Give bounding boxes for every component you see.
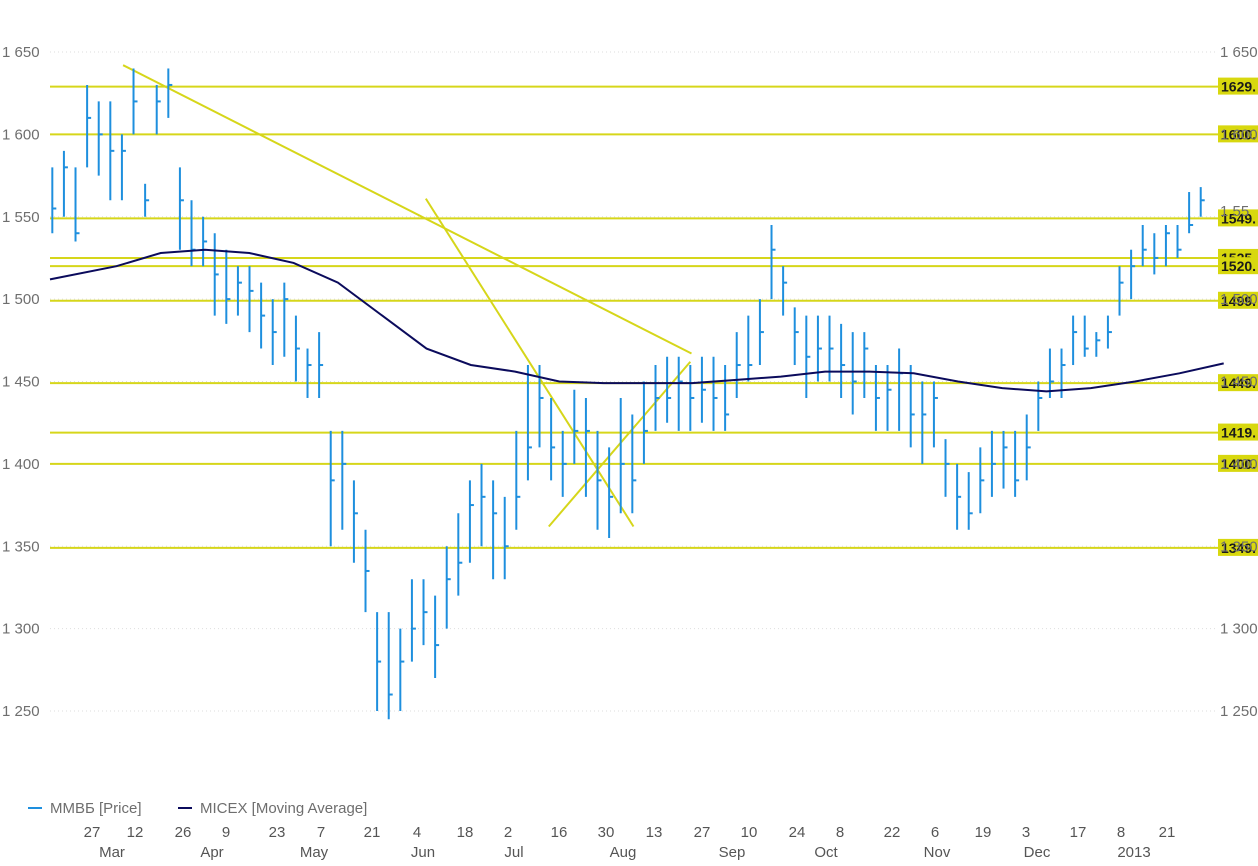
y-tick-label-left: 1 250 (2, 703, 40, 720)
y-tick-label-left: 1 550 (2, 209, 40, 226)
level-label-bg (1218, 125, 1258, 143)
level-label-bg (1218, 209, 1258, 227)
level-label: 1629. (1221, 79, 1256, 95)
x-day-tick: 21 (364, 824, 381, 841)
x-day-tick: 10 (741, 824, 758, 841)
y-tick-label-right: 1 300 (1220, 621, 1258, 638)
legend-label: MICEX [Moving Average] (200, 800, 367, 817)
x-month-tick: Nov (924, 844, 951, 861)
trend-line (424, 198, 635, 528)
x-day-tick: 22 (884, 824, 901, 841)
level-label: 1499. (1221, 293, 1256, 309)
x-month-tick: 2013 (1117, 844, 1150, 861)
y-tick-label-left: 1 650 (2, 44, 40, 61)
x-day-tick: 18 (457, 824, 474, 841)
level-label-bg (1218, 77, 1258, 95)
x-month-tick: Apr (200, 844, 223, 861)
x-day-tick: 13 (646, 824, 663, 841)
x-month-tick: Oct (814, 844, 838, 861)
x-day-tick: 19 (975, 824, 992, 841)
price-series (51, 68, 1205, 720)
y-tick-label-right: 1 600 (1220, 126, 1258, 143)
level-label-bg (1218, 454, 1258, 472)
x-month-tick: Jul (504, 844, 523, 861)
x-month-tick: Mar (99, 844, 125, 861)
y-tick-label-right: 1 55 (1220, 203, 1249, 220)
level-label: 1549. (1221, 210, 1256, 226)
legend: ММВБ [Price] MICEX [Moving Average] (28, 800, 367, 817)
level-label-bg (1218, 374, 1258, 392)
x-month-tick: Aug (610, 844, 637, 861)
level-label-bg (1218, 423, 1258, 441)
level-label: 1449. (1221, 375, 1256, 391)
y-tick-label-left: 1 400 (2, 456, 40, 473)
level-label: 1419. (1221, 425, 1256, 441)
x-month-tick: May (300, 844, 329, 861)
level-label-bg (1218, 538, 1258, 556)
y-tick-label-left: 1 600 (2, 126, 40, 143)
horizontal-levels: 1629.1600.1549.1525.1520.1499.1449.1419.… (50, 77, 1258, 556)
x-day-tick: 6 (931, 824, 939, 841)
x-day-tick: 30 (598, 824, 615, 841)
moving-average-series (49, 248, 1224, 393)
x-day-tick: 27 (694, 824, 711, 841)
x-day-tick: 27 (84, 824, 101, 841)
x-day-tick: 2 (504, 824, 512, 841)
trend-line (122, 64, 692, 355)
trend-line (548, 361, 692, 528)
level-label-bg (1218, 257, 1258, 275)
y-tick-label-right: 1 350 (1220, 538, 1258, 555)
x-day-tick: 21 (1159, 824, 1176, 841)
x-day-tick: 26 (175, 824, 192, 841)
y-tick-label-right: 1 500 (1220, 291, 1258, 308)
x-day-tick: 3 (1022, 824, 1030, 841)
x-axis: 27 12 26 9 23 7 21 4 18 2 16 30 13 27 10 24 8 22 6 19 3 17 8 21… (84, 824, 1176, 861)
x-day-tick: 23 (269, 824, 286, 841)
x-day-tick: 24 (789, 824, 806, 841)
x-day-tick: 16 (551, 824, 568, 841)
y-axis: 1 250 1 250 1 300 1 300 1 350 1 350 1 400 1 400… (2, 44, 1258, 720)
x-month-tick: Dec (1024, 844, 1051, 861)
x-day-tick: 8 (1117, 824, 1125, 841)
y-tick-label-right: 1 450 (1220, 374, 1258, 391)
y-tick-label-right: 1 400 (1220, 456, 1258, 473)
y-tick-label-right: 1 250 (1220, 703, 1258, 720)
x-day-tick: 8 (836, 824, 844, 841)
x-day-tick: 12 (127, 824, 144, 841)
x-month-tick: Jun (411, 844, 435, 861)
level-label: 1349. (1221, 540, 1256, 556)
x-day-tick: 9 (222, 824, 230, 841)
grid-lines (50, 51, 1215, 712)
level-label: 1600. (1221, 126, 1256, 142)
x-day-tick: 7 (317, 824, 325, 841)
x-month-tick: Sep (719, 844, 746, 861)
x-day-tick: 4 (413, 824, 421, 841)
x-day-tick: 17 (1070, 824, 1087, 841)
y-tick-label-left: 1 350 (2, 538, 40, 555)
y-tick-label-left: 1 450 (2, 374, 40, 391)
legend-label: ММВБ [Price] (50, 800, 142, 817)
y-tick-label-right: 1 650 (1220, 44, 1258, 61)
level-label-bg (1218, 291, 1258, 309)
y-tick-label-left: 1 500 (2, 291, 40, 308)
moving-average-line (49, 248, 1224, 393)
y-tick-label-left: 1 300 (2, 621, 40, 638)
level-label: 1520. (1221, 258, 1256, 274)
level-label: 1400. (1221, 456, 1256, 472)
